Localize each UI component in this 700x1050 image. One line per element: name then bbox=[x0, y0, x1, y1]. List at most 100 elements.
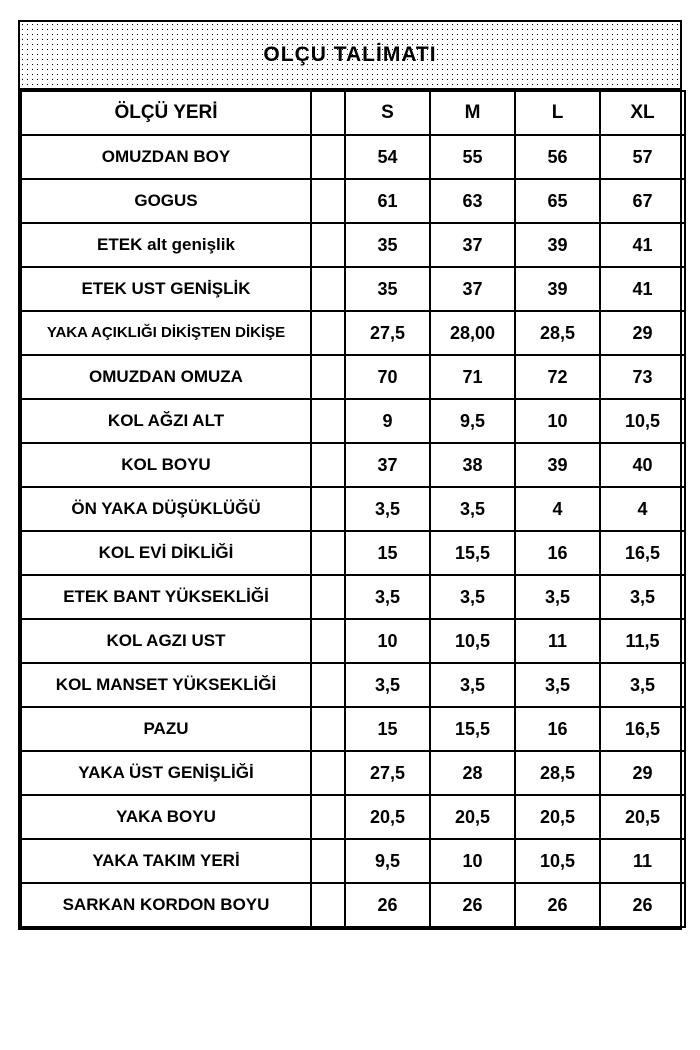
row-spacer bbox=[311, 575, 345, 619]
row-label: KOL EVİ DİKLİĞİ bbox=[21, 531, 311, 575]
row-value: 39 bbox=[515, 223, 600, 267]
row-label: KOL MANSET YÜKSEKLİĞİ bbox=[21, 663, 311, 707]
row-spacer bbox=[311, 707, 345, 751]
row-spacer bbox=[311, 531, 345, 575]
row-spacer bbox=[311, 883, 345, 927]
row-value: 10 bbox=[515, 399, 600, 443]
row-value: 70 bbox=[345, 355, 430, 399]
row-value: 10,5 bbox=[600, 399, 685, 443]
measurement-table: ÖLÇÜ YERİ S M L XL OMUZDAN BOY54555657GO… bbox=[20, 90, 686, 928]
row-value: 39 bbox=[515, 443, 600, 487]
row-value: 38 bbox=[430, 443, 515, 487]
table-row: KOL BOYU37383940 bbox=[21, 443, 685, 487]
table-row: YAKA TAKIM YERİ9,51010,511 bbox=[21, 839, 685, 883]
row-value: 3,5 bbox=[515, 575, 600, 619]
row-value: 35 bbox=[345, 267, 430, 311]
row-label: YAKA AÇIKLIĞI DİKİŞTEN DİKİŞE bbox=[21, 311, 311, 355]
table-row: YAKA AÇIKLIĞI DİKİŞTEN DİKİŞE 27,528,0028… bbox=[21, 311, 685, 355]
row-value: 54 bbox=[345, 135, 430, 179]
row-value: 10 bbox=[345, 619, 430, 663]
row-value: 28,5 bbox=[515, 311, 600, 355]
row-value: 3,5 bbox=[600, 575, 685, 619]
row-value: 3,5 bbox=[345, 575, 430, 619]
table-row: SARKAN KORDON BOYU26262626 bbox=[21, 883, 685, 927]
row-label: ETEK BANT YÜKSEKLİĞİ bbox=[21, 575, 311, 619]
row-label: ETEK alt genişlik bbox=[21, 223, 311, 267]
row-value: 41 bbox=[600, 223, 685, 267]
row-value: 10,5 bbox=[430, 619, 515, 663]
row-value: 15,5 bbox=[430, 531, 515, 575]
row-value: 3,5 bbox=[600, 663, 685, 707]
row-value: 11 bbox=[515, 619, 600, 663]
row-value: 15 bbox=[345, 531, 430, 575]
row-label: KOL AĞZI ALT bbox=[21, 399, 311, 443]
table-row: ETEK alt genişlik35373941 bbox=[21, 223, 685, 267]
row-label: KOL AGZI UST bbox=[21, 619, 311, 663]
row-spacer bbox=[311, 267, 345, 311]
row-label: PAZU bbox=[21, 707, 311, 751]
row-label: YAKA BOYU bbox=[21, 795, 311, 839]
row-spacer bbox=[311, 443, 345, 487]
table-body: OMUZDAN BOY54555657GOGUS61636567ETEK alt… bbox=[21, 135, 685, 927]
row-value: 72 bbox=[515, 355, 600, 399]
row-value: 56 bbox=[515, 135, 600, 179]
table-header-row: ÖLÇÜ YERİ S M L XL bbox=[21, 91, 685, 135]
row-label: KOL BOYU bbox=[21, 443, 311, 487]
table-row: GOGUS61636567 bbox=[21, 179, 685, 223]
row-label: OMUZDAN BOY bbox=[21, 135, 311, 179]
row-value: 15 bbox=[345, 707, 430, 751]
row-value: 9,5 bbox=[430, 399, 515, 443]
row-spacer bbox=[311, 311, 345, 355]
row-value: 27,5 bbox=[345, 311, 430, 355]
row-spacer bbox=[311, 223, 345, 267]
row-value: 28,00 bbox=[430, 311, 515, 355]
row-value: 9,5 bbox=[345, 839, 430, 883]
row-value: 4 bbox=[600, 487, 685, 531]
table-row: KOL EVİ DİKLİĞİ1515,51616,5 bbox=[21, 531, 685, 575]
row-spacer bbox=[311, 135, 345, 179]
row-value: 10,5 bbox=[515, 839, 600, 883]
row-spacer bbox=[311, 179, 345, 223]
table-row: KOL AĞZI ALT 99,51010,5 bbox=[21, 399, 685, 443]
row-spacer bbox=[311, 399, 345, 443]
header-size-xl: XL bbox=[600, 91, 685, 135]
row-value: 10 bbox=[430, 839, 515, 883]
row-value: 73 bbox=[600, 355, 685, 399]
row-value: 26 bbox=[430, 883, 515, 927]
measurement-table-container: OLÇU TALİMATI ÖLÇÜ YERİ S M L XL OMUZDAN… bbox=[18, 20, 682, 930]
row-value: 3,5 bbox=[430, 663, 515, 707]
row-value: 39 bbox=[515, 267, 600, 311]
table-row: KOL AGZI UST1010,51111,5 bbox=[21, 619, 685, 663]
row-value: 26 bbox=[600, 883, 685, 927]
row-value: 16 bbox=[515, 707, 600, 751]
row-spacer bbox=[311, 355, 345, 399]
row-value: 20,5 bbox=[600, 795, 685, 839]
row-spacer bbox=[311, 619, 345, 663]
header-spacer-col bbox=[311, 91, 345, 135]
row-value: 37 bbox=[430, 223, 515, 267]
table-row: YAKA BOYU20,520,520,520,5 bbox=[21, 795, 685, 839]
row-value: 29 bbox=[600, 311, 685, 355]
row-value: 37 bbox=[430, 267, 515, 311]
row-spacer bbox=[311, 795, 345, 839]
row-spacer bbox=[311, 487, 345, 531]
row-value: 3,5 bbox=[430, 575, 515, 619]
row-value: 3,5 bbox=[345, 487, 430, 531]
row-spacer bbox=[311, 751, 345, 795]
row-value: 16,5 bbox=[600, 707, 685, 751]
header-size-m: M bbox=[430, 91, 515, 135]
row-value: 65 bbox=[515, 179, 600, 223]
header-label-col: ÖLÇÜ YERİ bbox=[21, 91, 311, 135]
row-label: YAKA ÜST GENİŞLİĞİ bbox=[21, 751, 311, 795]
table-title-row: OLÇU TALİMATI bbox=[20, 22, 680, 90]
row-value: 40 bbox=[600, 443, 685, 487]
row-value: 67 bbox=[600, 179, 685, 223]
row-spacer bbox=[311, 839, 345, 883]
row-label: SARKAN KORDON BOYU bbox=[21, 883, 311, 927]
row-value: 16 bbox=[515, 531, 600, 575]
row-value: 9 bbox=[345, 399, 430, 443]
row-value: 71 bbox=[430, 355, 515, 399]
row-value: 26 bbox=[345, 883, 430, 927]
row-value: 61 bbox=[345, 179, 430, 223]
row-value: 26 bbox=[515, 883, 600, 927]
